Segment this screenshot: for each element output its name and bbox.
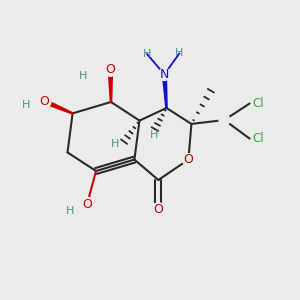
Text: O: O	[40, 95, 49, 108]
Text: Cl: Cl	[253, 97, 264, 110]
Text: H: H	[65, 206, 74, 216]
Circle shape	[158, 68, 170, 80]
Text: H: H	[111, 139, 119, 149]
Circle shape	[38, 95, 51, 108]
Polygon shape	[44, 100, 73, 114]
Text: N: N	[160, 68, 169, 81]
Circle shape	[219, 115, 230, 125]
Polygon shape	[108, 70, 112, 102]
Circle shape	[104, 63, 117, 76]
Text: O: O	[184, 153, 193, 166]
Text: H: H	[149, 130, 158, 140]
Text: H: H	[175, 48, 184, 59]
Text: O: O	[82, 198, 92, 211]
Circle shape	[80, 197, 94, 212]
Text: H: H	[143, 49, 151, 59]
Text: O: O	[154, 203, 163, 216]
Text: Cl: Cl	[253, 132, 264, 145]
Circle shape	[182, 154, 194, 166]
Text: H: H	[22, 100, 31, 110]
Text: O: O	[106, 63, 115, 76]
Circle shape	[152, 203, 165, 216]
Text: H: H	[79, 70, 88, 81]
Polygon shape	[163, 74, 167, 108]
